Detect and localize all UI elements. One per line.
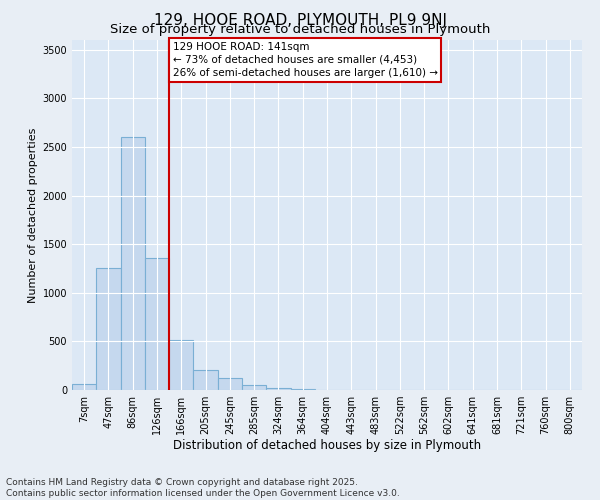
Text: Size of property relative to detached houses in Plymouth: Size of property relative to detached ho… xyxy=(110,22,490,36)
Y-axis label: Number of detached properties: Number of detached properties xyxy=(28,128,38,302)
Text: 129 HOOE ROAD: 141sqm
← 73% of detached houses are smaller (4,453)
26% of semi-d: 129 HOOE ROAD: 141sqm ← 73% of detached … xyxy=(173,42,438,78)
Bar xyxy=(145,258,169,390)
X-axis label: Distribution of detached houses by size in Plymouth: Distribution of detached houses by size … xyxy=(173,438,481,452)
Bar xyxy=(266,388,290,390)
Bar xyxy=(72,384,96,390)
Text: 129, HOOE ROAD, PLYMOUTH, PL9 9NJ: 129, HOOE ROAD, PLYMOUTH, PL9 9NJ xyxy=(154,12,446,28)
Bar xyxy=(169,340,193,390)
Bar xyxy=(96,268,121,390)
Bar xyxy=(242,385,266,390)
Bar xyxy=(290,389,315,390)
Bar xyxy=(193,370,218,390)
Bar xyxy=(121,137,145,390)
Bar xyxy=(218,378,242,390)
Text: Contains HM Land Registry data © Crown copyright and database right 2025.
Contai: Contains HM Land Registry data © Crown c… xyxy=(6,478,400,498)
